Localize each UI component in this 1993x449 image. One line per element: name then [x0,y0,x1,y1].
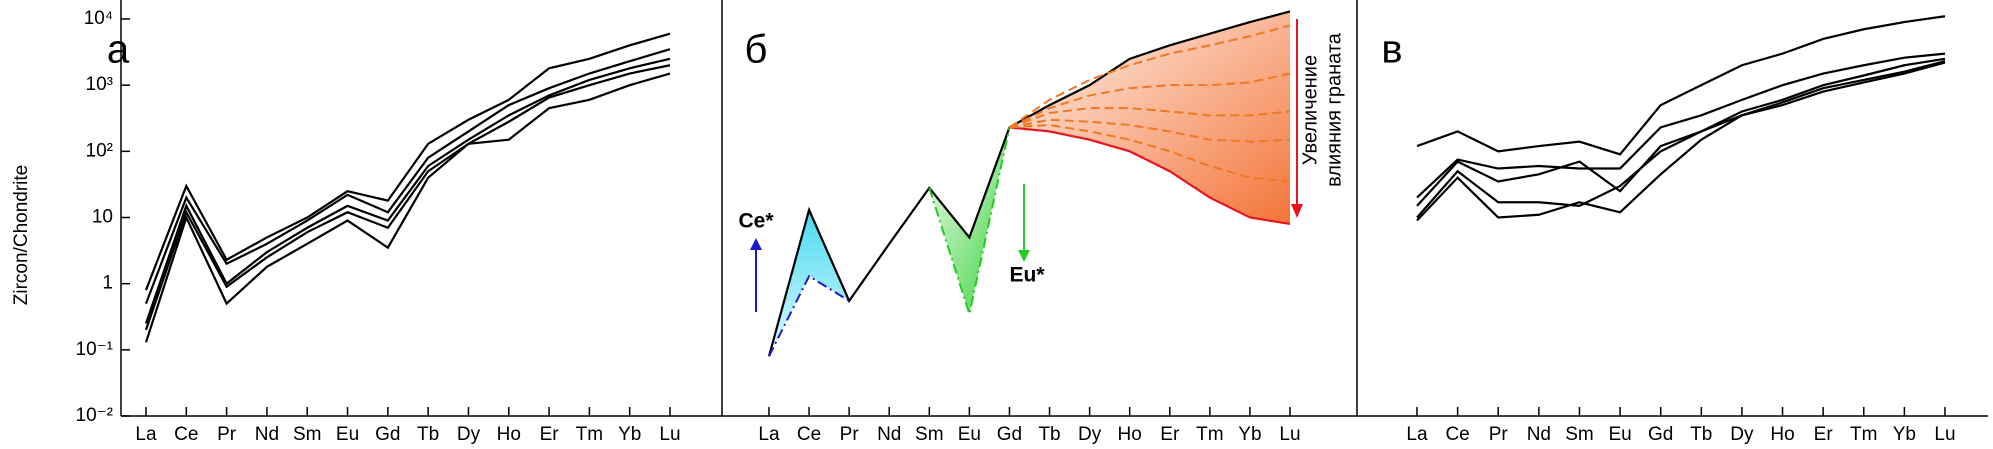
line [1416,15,1946,156]
y-tick-label: 10⁴ [84,8,113,29]
x-tick-label: Tm [1196,424,1223,445]
x-tick-label: Ce [1445,424,1469,445]
x-tick-label: Sm [1565,424,1594,445]
line [1416,60,1946,219]
panel-label: а [107,28,130,72]
line [144,72,671,343]
x-tick-label: Yb [1893,424,1916,445]
x-tick-label: Ho [1770,424,1794,445]
x-tick-label: Pr [1489,424,1509,445]
y-tick-label: 10 [92,207,113,228]
line [144,57,671,324]
x-tick-label: Ce [174,424,198,445]
x-tick-label: Sm [915,424,944,445]
line [1009,72,1291,129]
x-tick-label: La [758,424,780,445]
line [1416,52,1946,199]
line [928,127,1011,318]
arrow-head [1018,250,1030,262]
x-tick-label: Nd [255,424,279,445]
x-tick-label: Yb [618,424,641,445]
annotation: влияния граната [1323,32,1345,187]
x-tick-label: Tb [417,424,439,445]
x-tick-label: Lu [1279,424,1300,445]
line [144,64,671,331]
x-tick-label: Tb [1038,424,1060,445]
annotation: Ce* [738,210,774,233]
line [768,274,850,357]
x-tick-label: Er [1160,424,1180,445]
x-tick-label: Eu [1608,424,1631,445]
x-tick-label: Pr [840,424,860,445]
x-tick-label: Er [1814,424,1834,445]
x-tick-label: Tm [576,424,603,445]
panel-label: б [745,28,768,72]
line [1416,61,1946,222]
y-tick-label: 10² [86,140,113,161]
shaded-area [1009,11,1290,224]
x-tick-label: Dy [457,424,481,445]
x-tick-label: Ce [797,424,821,445]
y-tick-label: 10⁻² [76,405,114,426]
line [1009,126,1291,225]
x-tick-label: Tm [1850,424,1877,445]
line [1008,24,1291,129]
x-tick-label: Lu [1934,424,1955,445]
annotation: Eu* [1009,264,1045,287]
x-tick-label: Lu [659,424,680,445]
y-tick-label: 10³ [86,74,113,95]
panel-label: в [1381,28,1402,72]
arrow-head [750,238,762,250]
x-tick-label: Gd [1648,424,1673,445]
x-tick-label: Dy [1078,424,1102,445]
shaded-area [769,209,850,357]
x-tick-label: Tb [1690,424,1712,445]
x-tick-label: Pr [217,424,237,445]
x-tick-label: Gd [375,424,400,445]
x-tick-label: Eu [336,424,359,445]
x-tick-label: Dy [1730,424,1754,445]
x-tick-label: Eu [958,424,981,445]
x-tick-label: La [135,424,157,445]
x-tick-label: Sm [293,424,322,445]
line [1009,107,1291,129]
x-tick-label: Er [540,424,560,445]
line [1416,57,1946,207]
x-tick-label: Gd [997,424,1022,445]
line [144,32,671,291]
x-tick-label: Ho [1118,424,1142,445]
line [1009,123,1291,183]
y-axis-label: Zircon/Chondrite [11,165,32,305]
arrow-head [1291,204,1303,218]
annotation: Увеличение [1299,55,1321,165]
y-tick-label: 10⁻¹ [76,339,114,360]
y-tick-label: 1 [102,273,113,294]
x-tick-label: Nd [877,424,901,445]
x-tick-label: Nd [1527,424,1551,445]
x-tick-label: La [1406,424,1428,445]
line [144,48,671,304]
shaded-area [929,127,1010,314]
line [1009,118,1291,143]
x-tick-label: Yb [1238,424,1261,445]
line [767,10,1291,357]
x-tick-label: Ho [497,424,521,445]
